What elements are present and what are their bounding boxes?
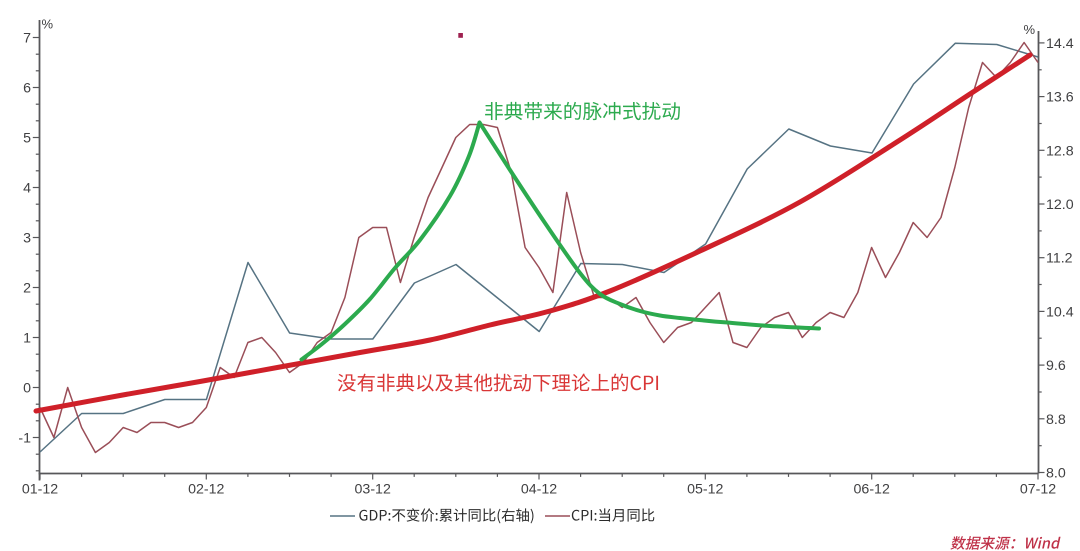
svg-text:05-12: 05-12 xyxy=(687,482,723,498)
svg-text:8.0: 8.0 xyxy=(1046,466,1066,482)
svg-text:%: % xyxy=(1023,22,1035,37)
svg-text:06-12: 06-12 xyxy=(854,482,890,498)
svg-text:1: 1 xyxy=(23,331,31,347)
svg-text:11.2: 11.2 xyxy=(1046,251,1073,267)
svg-text:%: % xyxy=(42,17,54,32)
svg-text:4: 4 xyxy=(23,181,31,197)
svg-text:-1: -1 xyxy=(18,431,31,447)
svg-text:12.0: 12.0 xyxy=(1046,197,1074,213)
svg-text:7: 7 xyxy=(23,31,31,47)
svg-text:5: 5 xyxy=(23,131,31,147)
svg-text:07-12: 07-12 xyxy=(1020,482,1056,498)
svg-text:02-12: 02-12 xyxy=(188,482,224,498)
svg-text:14.4: 14.4 xyxy=(1046,36,1074,52)
svg-text:8.8: 8.8 xyxy=(1046,412,1066,428)
svg-text:6: 6 xyxy=(23,81,31,97)
svg-text:04-12: 04-12 xyxy=(521,482,557,498)
svg-text:01-12: 01-12 xyxy=(22,482,58,498)
svg-text:10.4: 10.4 xyxy=(1046,304,1074,320)
svg-text:0: 0 xyxy=(23,381,31,397)
svg-text:2: 2 xyxy=(23,281,31,297)
svg-text:9.6: 9.6 xyxy=(1046,358,1066,374)
svg-text:13.6: 13.6 xyxy=(1046,90,1074,106)
svg-text:03-12: 03-12 xyxy=(355,482,391,498)
svg-text:3: 3 xyxy=(23,231,31,247)
svg-text:12.8: 12.8 xyxy=(1046,143,1074,159)
